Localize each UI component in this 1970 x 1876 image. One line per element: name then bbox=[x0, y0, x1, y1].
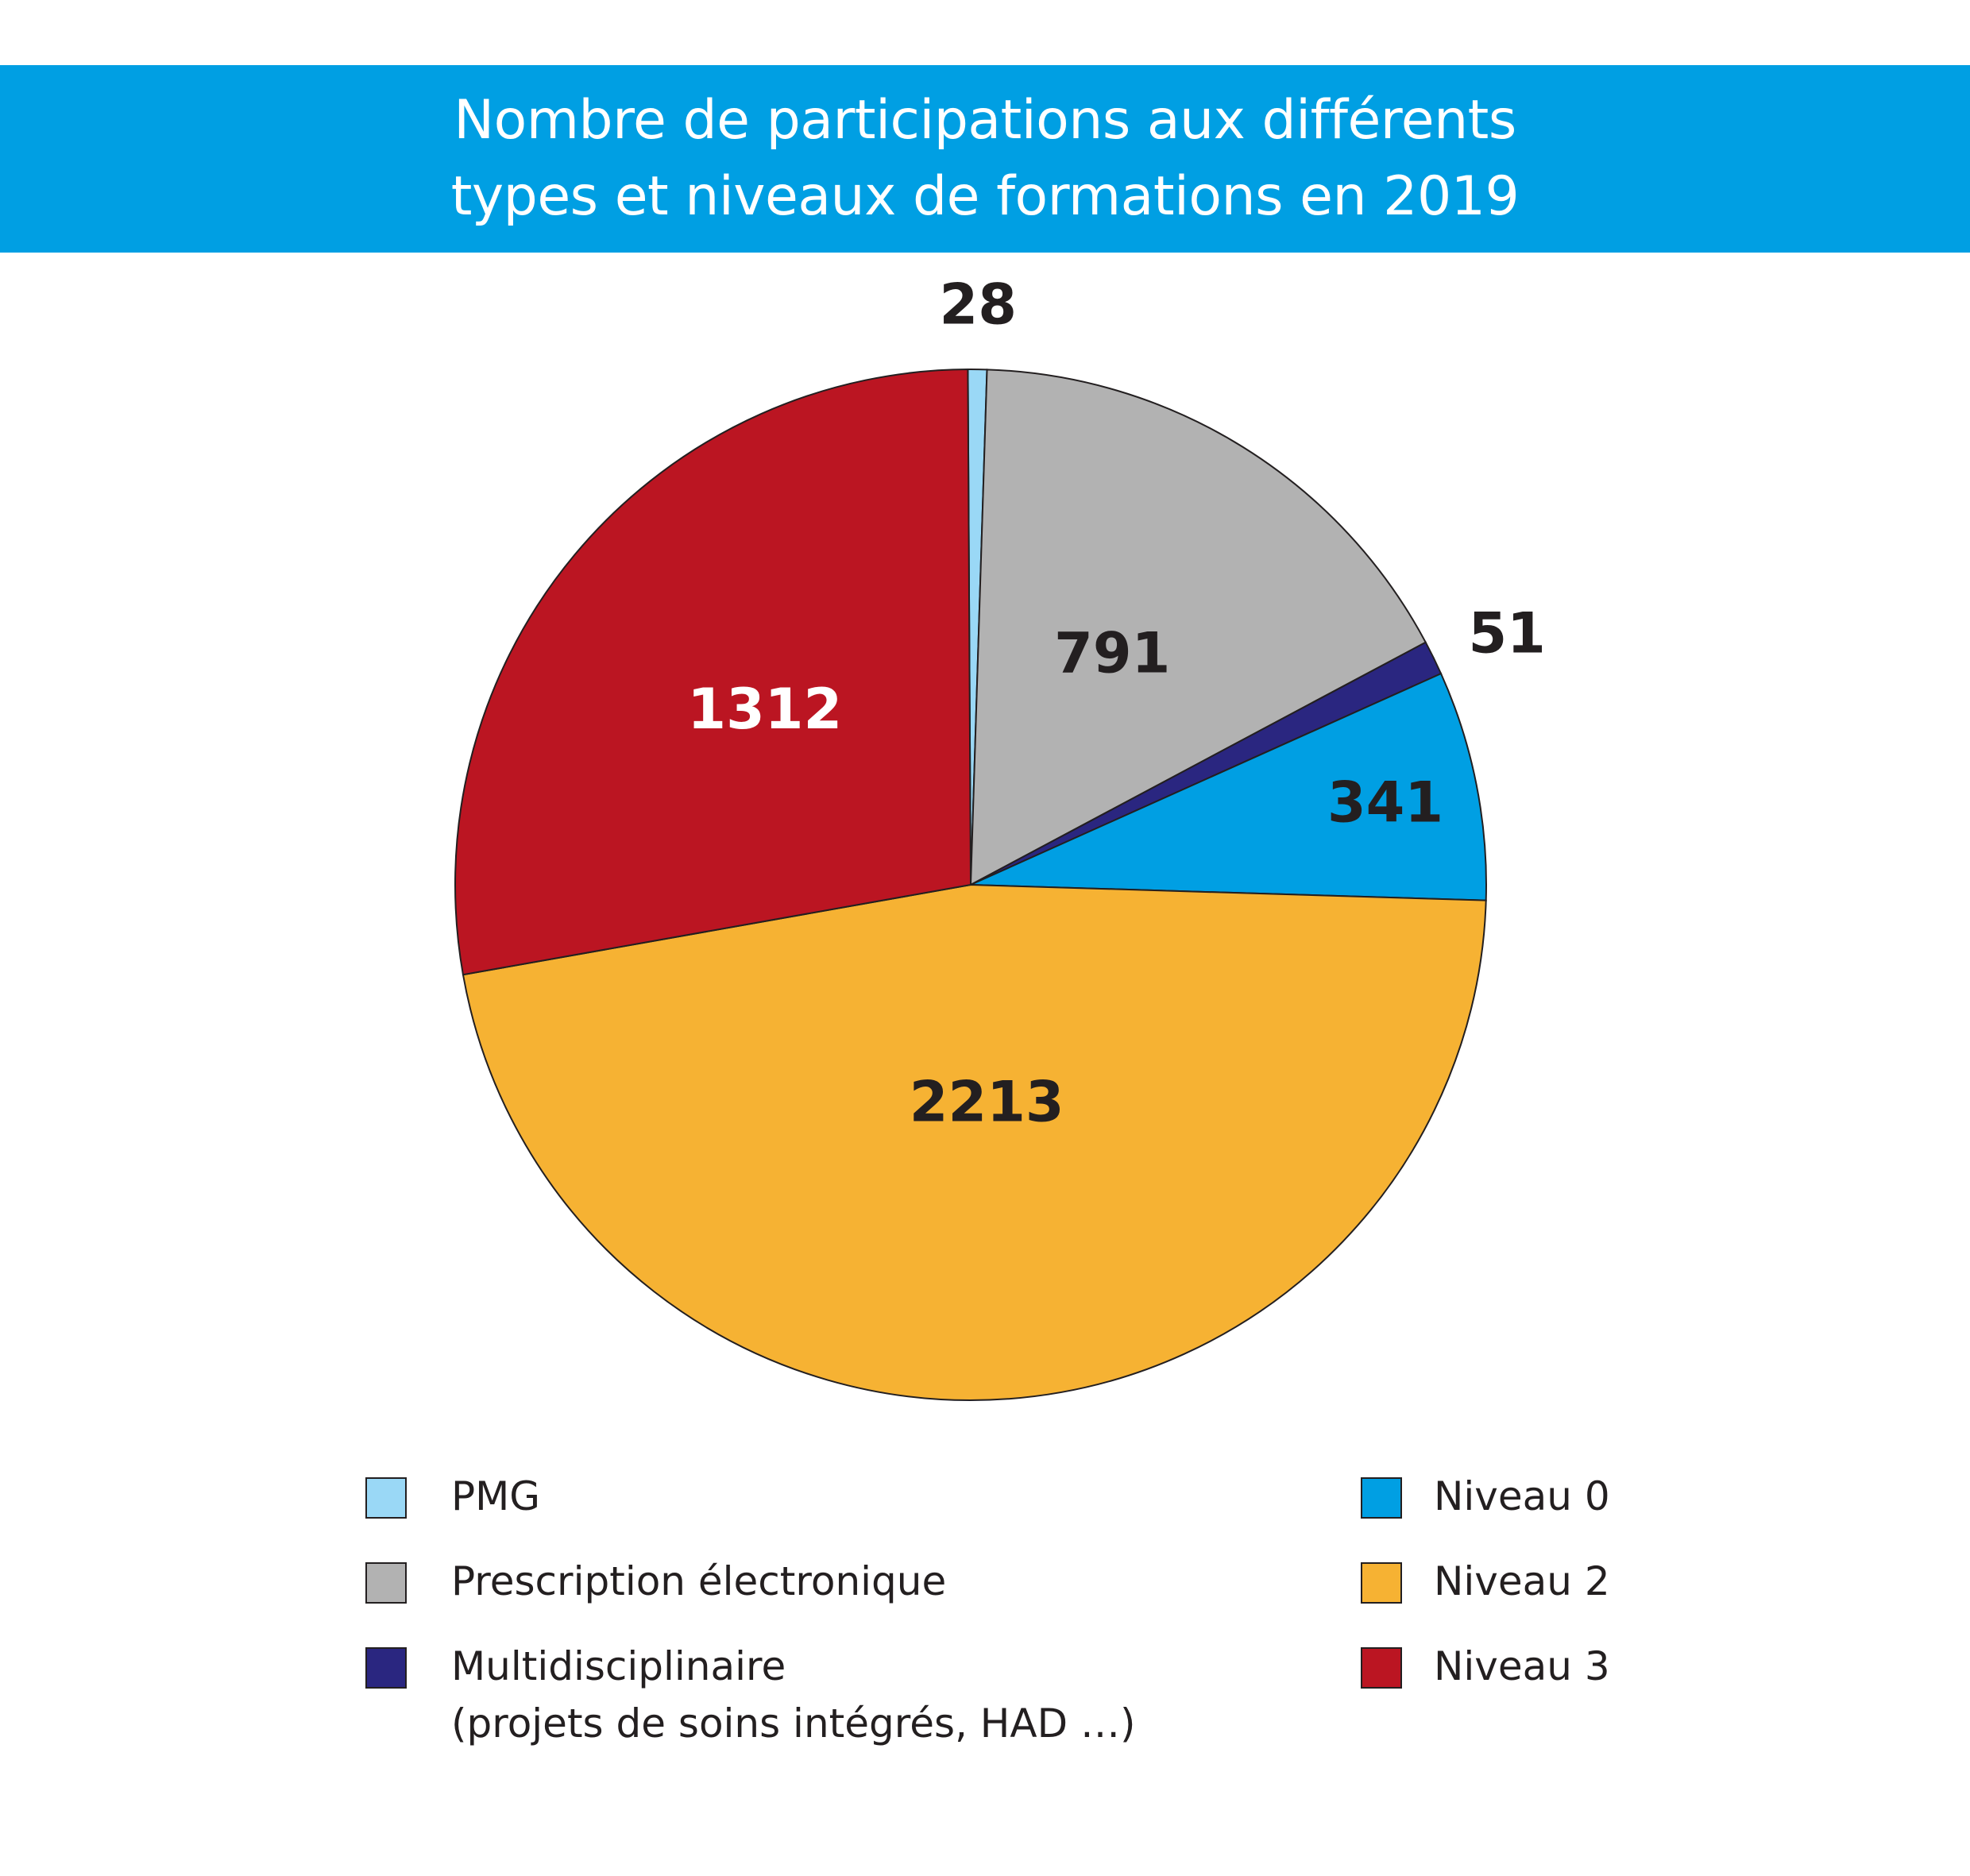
pie-slice-prescription bbox=[969, 369, 1427, 886]
data-label-niveau-3: 1312 bbox=[687, 677, 842, 742]
legend-label-niveau-3: Niveau 3 bbox=[1434, 1643, 1610, 1689]
chart-title-line-2: types et niveaux de formations en 2019 bbox=[450, 165, 1520, 228]
legend-item-niveau-2: Niveau 2 bbox=[1361, 1558, 1610, 1610]
data-label-niveau-0: 341 bbox=[1327, 770, 1443, 835]
legend-item-niveau-3: Niveau 3 bbox=[1361, 1643, 1610, 1695]
legend-swatch-niveau-3 bbox=[1361, 1647, 1402, 1689]
legend-item-niveau-0: Niveau 0 bbox=[1361, 1473, 1610, 1525]
legend-swatch-niveau-2 bbox=[1361, 1562, 1402, 1604]
legend-label-multidisciplinaire-main: Multidisciplinaire bbox=[451, 1643, 786, 1689]
title-banner: Nombre de participations aux différents … bbox=[0, 65, 1970, 253]
legend-swatch-niveau-0 bbox=[1361, 1477, 1402, 1519]
legend-label-multidisciplinaire: Multidisciplinaire (projets de soins int… bbox=[451, 1638, 1136, 1752]
data-label-prescription: 791 bbox=[1054, 620, 1170, 685]
pie-slice-niveau-0 bbox=[970, 672, 1487, 901]
pie-slice-niveau-2 bbox=[462, 883, 1487, 1401]
data-label-pmg: 28 bbox=[940, 272, 1017, 338]
data-label-niveau-2: 2213 bbox=[910, 1069, 1064, 1134]
legend-item-prescription: Prescription électronique bbox=[365, 1558, 946, 1610]
legend-label-niveau-0: Niveau 0 bbox=[1434, 1473, 1610, 1519]
legend-label-prescription: Prescription électronique bbox=[451, 1558, 947, 1604]
legend-swatch-multidisciplinaire bbox=[365, 1647, 407, 1689]
legend-swatch-prescription bbox=[365, 1562, 407, 1604]
pie-slice-niveau-3 bbox=[454, 369, 972, 976]
legend-swatch-pmg bbox=[365, 1477, 407, 1519]
legend-label-niveau-2: Niveau 2 bbox=[1434, 1558, 1610, 1604]
legend-label-pmg: PMG bbox=[451, 1473, 541, 1519]
chart-title-line-1: Nombre de participations aux différents bbox=[454, 89, 1516, 152]
legend-item-pmg: PMG bbox=[365, 1473, 540, 1525]
legend-item-multidisciplinaire: Multidisciplinaire (projets de soins int… bbox=[365, 1643, 1136, 1752]
legend-label-multidisciplinaire-sub: (projets de soins intégrés, HAD …) bbox=[451, 1700, 1136, 1747]
data-label-multidisciplinaire: 51 bbox=[1468, 601, 1545, 666]
